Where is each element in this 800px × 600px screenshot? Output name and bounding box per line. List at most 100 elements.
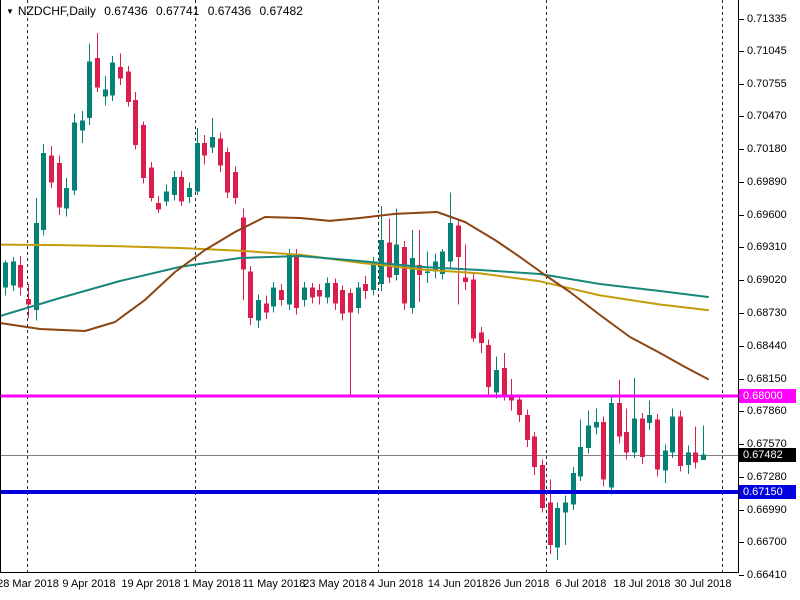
candle-body: [118, 67, 123, 79]
price-tick-label: 0.69020: [747, 274, 787, 287]
candle-body: [471, 279, 476, 339]
date-tick-label: 11 May 2018: [242, 578, 306, 590]
price-tick-label: 0.68150: [747, 372, 787, 385]
price-tick-mark: [739, 214, 744, 216]
candle-body: [34, 223, 39, 311]
candle-body: [103, 89, 108, 97]
candle-body: [601, 422, 606, 480]
price-tick-label: 0.69890: [747, 175, 787, 188]
price-tick-mark: [739, 149, 744, 151]
candle-body: [525, 415, 530, 441]
candle-body: [11, 261, 16, 286]
price-tick-label: 0.70180: [747, 143, 787, 156]
price-tick-label: 0.67570: [747, 438, 787, 451]
candle-body: [3, 262, 8, 288]
candle-body: [494, 370, 499, 393]
candle-body: [356, 287, 361, 308]
candle-body: [548, 502, 553, 546]
level-price-label: 0.67150: [739, 485, 796, 500]
date-tick-label: 30 Jul 2018: [674, 578, 732, 590]
candle-body: [379, 240, 384, 285]
current-price-label: 0.67482: [739, 447, 796, 462]
candle-body: [256, 299, 261, 321]
price-tick-mark: [739, 378, 744, 380]
date-tick-label: 23 May 2018: [303, 578, 367, 590]
candle-body: [218, 138, 223, 166]
candle-body: [310, 287, 315, 298]
candle-body: [448, 223, 453, 262]
candle-body: [225, 151, 230, 193]
candle-body: [371, 262, 376, 290]
price-tick-mark: [739, 509, 744, 511]
price-tick-label: 0.66990: [747, 503, 787, 516]
candle-body: [433, 261, 438, 272]
time-axis[interactable]: 28 Mar 2018 9 Apr 2018 19 Apr 2018 1 May 20…: [0, 574, 739, 600]
candle-body: [72, 122, 77, 191]
candle-body: [571, 472, 576, 505]
price-tick-label: 0.68440: [747, 339, 787, 352]
date-tick-label: 18 Jul 2018: [613, 578, 671, 590]
candle-body: [26, 298, 31, 305]
candle-body: [41, 153, 46, 230]
price-tick-mark: [739, 476, 744, 478]
candle-body: [187, 188, 192, 198]
candle-body: [95, 58, 100, 88]
candle-body: [609, 402, 614, 488]
date-tick-label: 14 Jun 2018: [427, 578, 489, 590]
price-tick-mark: [739, 575, 744, 577]
candle-body: [233, 172, 238, 199]
candle-body: [195, 142, 200, 192]
price-tick-label: 0.67860: [747, 405, 787, 418]
candle-body: [302, 287, 307, 300]
level-price-label: 0.68000: [739, 389, 796, 403]
candle-body: [647, 415, 652, 424]
price-tick-mark: [739, 313, 744, 314]
candle-body: [49, 155, 54, 183]
candle-body: [586, 425, 591, 449]
candle-body: [271, 287, 276, 307]
price-tick-mark: [739, 345, 744, 347]
price-tick-mark: [739, 18, 744, 20]
candle-body: [333, 282, 338, 304]
price-chart-canvas[interactable]: [0, 0, 739, 573]
price-axis[interactable]: 0.71335 0.71045 0.70755 0.70470 0.70180 0.698…: [739, 0, 800, 600]
chart-ohlc-header: ▼ NZDCHF,Daily 0.67436 0.67741 0.67436 0.…: [6, 4, 308, 18]
candle-body: [663, 450, 668, 471]
candle-body: [156, 202, 161, 210]
candle-body: [80, 120, 85, 131]
candle-body: [517, 399, 522, 416]
candle-body: [532, 436, 537, 468]
candle-body: [18, 264, 23, 288]
candle-body: [340, 289, 345, 314]
price-tick-label: 0.71045: [747, 45, 787, 58]
date-tick-label: 19 Apr 2018: [121, 578, 181, 590]
price-tick-label: 0.71335: [747, 12, 787, 25]
candle-body: [141, 124, 146, 178]
candle-body: [555, 507, 560, 548]
candle-body: [463, 277, 468, 282]
price-tick-label: 0.69600: [747, 208, 787, 221]
candle-body: [640, 418, 645, 458]
candle-body: [172, 176, 177, 195]
candle-body: [87, 61, 92, 118]
date-tick-label: 26 Jun 2018: [488, 578, 550, 590]
price-tick-label: 0.70470: [747, 110, 787, 123]
candle-body: [241, 217, 246, 270]
candle-body: [402, 246, 407, 304]
symbol-label: NZDCHF,Daily: [17, 4, 96, 18]
symbol-marker-icon: ▼: [6, 7, 14, 16]
candle-body: [64, 188, 69, 209]
candle-body: [686, 452, 691, 465]
candle-body: [264, 303, 269, 313]
price-tick-mark: [739, 51, 744, 53]
candle-body: [394, 244, 399, 276]
ma-yellow: [0, 243, 709, 312]
candle-body: [179, 176, 184, 202]
ma-brown: [0, 211, 709, 381]
price-tick-mark: [739, 181, 744, 183]
candle-body: [486, 345, 491, 387]
price-tick-mark: [739, 411, 744, 413]
candle-body: [387, 242, 392, 278]
candle-body: [440, 251, 445, 274]
candle-body: [57, 163, 62, 208]
